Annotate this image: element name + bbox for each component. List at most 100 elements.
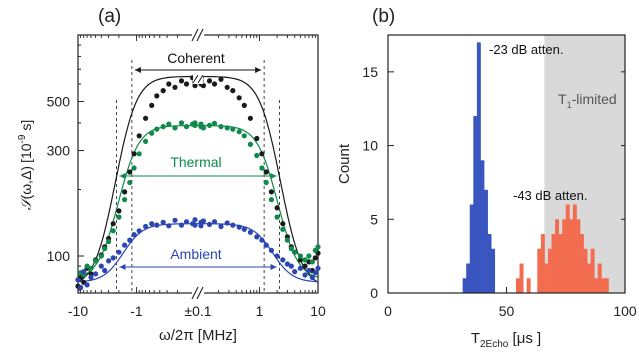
data-point-coherent (218, 76, 224, 82)
data-point-ambient (127, 237, 133, 243)
x-tick-label: 0 (384, 303, 392, 319)
panel-a-x-axis-label: ω/2π [MHz] (159, 327, 237, 344)
data-point-ambient (75, 277, 81, 283)
data-point-thermal (302, 257, 308, 263)
data-point-thermal (143, 138, 149, 144)
data-point-ambient (288, 263, 294, 269)
histogram-bar-43db (590, 248, 595, 293)
histogram-bar-23db (491, 248, 496, 293)
data-point-coherent (178, 78, 185, 84)
data-point-ambient (274, 253, 280, 259)
x-tick-label: 100 (613, 303, 637, 319)
panel-b: (b) 0 5 10 15 0 50 100 -23 dB atten. -43 dB at… (336, 6, 637, 350)
data-point-ambient (259, 237, 265, 243)
panel-b-x-axis-T: T (471, 330, 480, 347)
panel-a-data-points (75, 73, 321, 291)
data-point-thermal (131, 165, 137, 171)
data-point-coherent (241, 102, 247, 108)
data-point-thermal (93, 258, 99, 264)
histogram-bar-43db (594, 278, 599, 293)
data-point-ambient (218, 223, 224, 230)
data-point-coherent (268, 189, 274, 195)
data-point-thermal (236, 129, 242, 135)
data-point-coherent (224, 84, 230, 90)
bracket-arrow-right (255, 67, 262, 73)
panel-a-ticks: 100 300 500 -10 -1 ±0.1 1 10 (47, 35, 326, 319)
data-point-thermal (268, 197, 274, 203)
data-point-thermal (315, 244, 321, 250)
data-point-coherent (116, 208, 122, 214)
x-tick-label: 10 (310, 303, 326, 319)
x-tick-label: ±0.1 (184, 303, 211, 319)
legend-label-43db: -43 dB atten. (513, 188, 587, 203)
panel-a-label: (a) (98, 6, 121, 27)
data-point-ambient (206, 221, 213, 227)
axis-break-slash (196, 286, 204, 300)
histogram-bar-43db (519, 263, 524, 293)
data-point-thermal (172, 125, 178, 131)
histogram-bar-43db (565, 204, 570, 293)
histogram-bar-43db (572, 204, 577, 293)
y-tick-label: 10 (362, 138, 378, 154)
data-point-thermal (154, 126, 160, 132)
data-point-coherent (183, 81, 190, 87)
data-point-ambient (297, 265, 303, 271)
series-label-thermal: Thermal (170, 154, 221, 170)
data-point-ambient (263, 242, 269, 248)
panel-b-ticks: 0 5 10 15 0 50 100 (362, 64, 636, 319)
x-tick-label: -1 (130, 303, 143, 319)
data-point-ambient (106, 258, 112, 264)
histogram-bar-43db (537, 248, 542, 293)
y-tick-label: 300 (47, 143, 71, 159)
data-point-thermal (274, 214, 280, 220)
data-point-thermal (106, 239, 112, 245)
histogram-bar-43db (547, 248, 552, 293)
bracket-arrow-left (119, 264, 126, 270)
y-tick-label: 100 (47, 248, 71, 264)
data-point-thermal (200, 125, 206, 131)
histogram-bar-23db (487, 234, 492, 293)
label-background (162, 49, 230, 67)
data-point-thermal (224, 125, 230, 131)
t1-limited-sub: 1 (567, 100, 572, 110)
data-point-ambient (98, 263, 104, 269)
data-point-thermal (84, 263, 90, 269)
data-point-thermal (284, 237, 290, 243)
data-point-thermal (110, 228, 116, 234)
data-point-coherent (280, 221, 286, 227)
panel-a-series-brackets: Coherent Thermal Ambient (119, 49, 277, 270)
data-point-coherent (154, 93, 160, 99)
data-point-coherent (127, 169, 133, 175)
data-point-ambient (81, 269, 87, 275)
data-point-coherent (149, 102, 155, 108)
histogram-bar-23db (462, 278, 467, 293)
data-point-ambient (149, 221, 155, 227)
data-point-thermal (149, 130, 155, 136)
t1-limited-T: T (558, 91, 567, 107)
panel-b-x-axis-label: T2Echo [μs ] (471, 330, 541, 350)
data-point-ambient (312, 270, 318, 276)
data-point-thermal (88, 265, 94, 271)
panel-a: (a) Coherent Thermal Ambient 100 300 500 -10 -… (17, 6, 326, 344)
panel-a-y-axis-unit-close: s] (18, 120, 34, 135)
data-point-ambient (302, 272, 308, 278)
data-point-ambient (78, 284, 84, 291)
data-point-coherent (211, 81, 218, 87)
histogram-bar-23db (483, 189, 488, 293)
data-point-thermal (292, 249, 298, 255)
data-point-ambient (211, 219, 218, 225)
data-point-thermal (198, 121, 204, 127)
bracket-arrow-right (270, 173, 277, 179)
panel-b-x-axis-unit: [μs ] (508, 330, 541, 347)
data-point-thermal (122, 197, 128, 203)
data-point-ambient (166, 223, 172, 229)
histogram-bar-43db (587, 263, 592, 293)
data-point-coherent (274, 205, 280, 211)
data-point-ambient (116, 249, 122, 255)
data-point-coherent (230, 88, 236, 94)
data-point-ambient (122, 242, 128, 248)
histogram-bar-43db (604, 278, 609, 293)
histogram-bar-23db (476, 42, 481, 293)
data-point-thermal (211, 120, 218, 126)
